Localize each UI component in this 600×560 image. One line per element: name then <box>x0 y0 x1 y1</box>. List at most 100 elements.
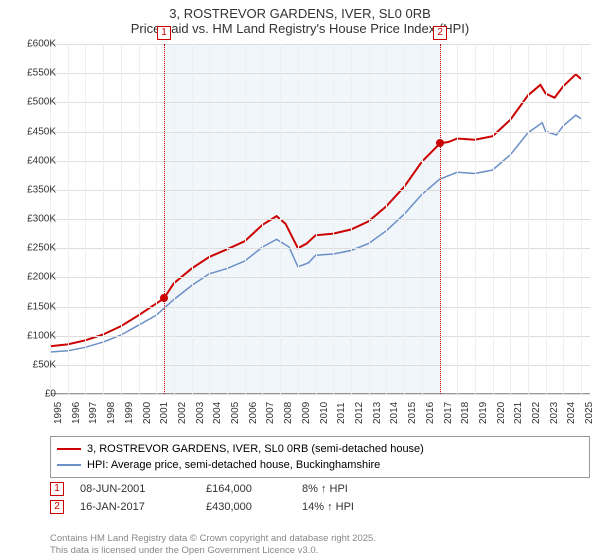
gridline-v <box>85 44 86 394</box>
gridline-v <box>245 44 246 394</box>
x-tick-label: 2020 <box>496 402 507 424</box>
legend-row-hpi: HPI: Average price, semi-detached house,… <box>57 457 583 473</box>
x-tick-label: 2019 <box>478 402 489 424</box>
y-tick-label: £450K <box>8 126 56 137</box>
gridline-v <box>581 44 582 394</box>
event-label: 1 <box>157 26 171 40</box>
x-tick-label: 1996 <box>71 402 82 424</box>
gridline-v <box>546 44 547 394</box>
x-tick-label: 2004 <box>212 402 223 424</box>
gridline-v <box>563 44 564 394</box>
y-tick-label: £250K <box>8 243 56 254</box>
gridline-v <box>68 44 69 394</box>
x-tick-label: 2007 <box>265 402 276 424</box>
gridline-h <box>50 394 590 395</box>
x-tick-label: 2003 <box>195 402 206 424</box>
x-tick-label: 1999 <box>124 402 135 424</box>
y-tick-label: £500K <box>8 97 56 108</box>
x-tick-label: 2001 <box>159 402 170 424</box>
legend-label-property: 3, ROSTREVOR GARDENS, IVER, SL0 0RB (sem… <box>87 443 424 455</box>
x-tick-label: 2010 <box>319 402 330 424</box>
legend-label-hpi: HPI: Average price, semi-detached house,… <box>87 459 380 471</box>
x-tick-label: 2005 <box>230 402 241 424</box>
gridline-h <box>50 132 590 133</box>
footer-line1: Contains HM Land Registry data © Crown c… <box>50 533 376 544</box>
y-tick-label: £150K <box>8 301 56 312</box>
x-tick-label: 2024 <box>566 402 577 424</box>
gridline-v <box>227 44 228 394</box>
x-tick-label: 2008 <box>283 402 294 424</box>
sale-row: 2 16-JAN-2017 £430,000 14% ↑ HPI <box>50 498 590 516</box>
x-tick-label: 1995 <box>53 402 64 424</box>
gridline-v <box>333 44 334 394</box>
x-tick-label: 2012 <box>354 402 365 424</box>
x-tick-label: 2011 <box>336 402 347 424</box>
gridline-v <box>404 44 405 394</box>
footer-attribution: Contains HM Land Registry data © Crown c… <box>50 533 376 556</box>
x-tick-label: 2002 <box>177 402 188 424</box>
gridline-v <box>351 44 352 394</box>
legend-swatch-hpi <box>57 464 81 466</box>
x-tick-label: 2021 <box>513 402 524 424</box>
sale-date: 16-JAN-2017 <box>80 501 190 513</box>
gridline-v <box>528 44 529 394</box>
x-tick-label: 2025 <box>584 402 595 424</box>
y-tick-label: £600K <box>8 39 56 50</box>
sale-badge: 1 <box>50 482 64 496</box>
gridline-v <box>192 44 193 394</box>
gridline-v <box>510 44 511 394</box>
y-tick-label: £550K <box>8 68 56 79</box>
gridline-v <box>457 44 458 394</box>
gridline-v <box>174 44 175 394</box>
gridline-v <box>139 44 140 394</box>
x-tick-label: 1998 <box>106 402 117 424</box>
gridline-v <box>422 44 423 394</box>
y-tick-label: £200K <box>8 272 56 283</box>
gridline-h <box>50 190 590 191</box>
gridline-v <box>209 44 210 394</box>
gridline-h <box>50 73 590 74</box>
sale-price: £430,000 <box>206 501 286 513</box>
gridline-v <box>386 44 387 394</box>
sale-marker <box>436 139 444 147</box>
price-chart: 3, ROSTREVOR GARDENS, IVER, SL0 0RB Pric… <box>0 0 600 560</box>
plot-area: 12 <box>50 44 590 394</box>
x-tick-label: 2017 <box>443 402 454 424</box>
gridline-v <box>298 44 299 394</box>
gridline-h <box>50 161 590 162</box>
sale-date: 08-JUN-2001 <box>80 483 190 495</box>
gridline-h <box>50 365 590 366</box>
x-tick-label: 2023 <box>549 402 560 424</box>
gridline-v <box>262 44 263 394</box>
gridline-v <box>121 44 122 394</box>
sale-row: 1 08-JUN-2001 £164,000 8% ↑ HPI <box>50 480 590 498</box>
event-label: 2 <box>433 26 447 40</box>
x-tick-label: 2000 <box>142 402 153 424</box>
chart-title-address: 3, ROSTREVOR GARDENS, IVER, SL0 0RB <box>0 6 600 21</box>
footer-line2: This data is licensed under the Open Gov… <box>50 545 376 556</box>
sale-pct: 8% ↑ HPI <box>302 483 392 495</box>
gridline-v <box>156 44 157 394</box>
x-tick-label: 2014 <box>389 402 400 424</box>
x-tick-label: 2016 <box>425 402 436 424</box>
chart-title-sub: Price paid vs. HM Land Registry's House … <box>0 21 600 36</box>
legend-row-property: 3, ROSTREVOR GARDENS, IVER, SL0 0RB (sem… <box>57 441 583 457</box>
gridline-h <box>50 248 590 249</box>
gridline-v <box>369 44 370 394</box>
gridline-h <box>50 336 590 337</box>
x-tick-label: 2018 <box>460 402 471 424</box>
event-line <box>440 44 441 394</box>
legend-swatch-property <box>57 448 81 450</box>
gridline-v <box>475 44 476 394</box>
gridline-v <box>316 44 317 394</box>
y-tick-label: £100K <box>8 330 56 341</box>
sale-price: £164,000 <box>206 483 286 495</box>
x-tick-label: 2015 <box>407 402 418 424</box>
gridline-v <box>493 44 494 394</box>
y-tick-label: £0 <box>8 389 56 400</box>
x-tick-label: 1997 <box>88 402 99 424</box>
x-tick-label: 2022 <box>531 402 542 424</box>
gridline-h <box>50 44 590 45</box>
gridline-h <box>50 219 590 220</box>
y-tick-label: £300K <box>8 214 56 225</box>
